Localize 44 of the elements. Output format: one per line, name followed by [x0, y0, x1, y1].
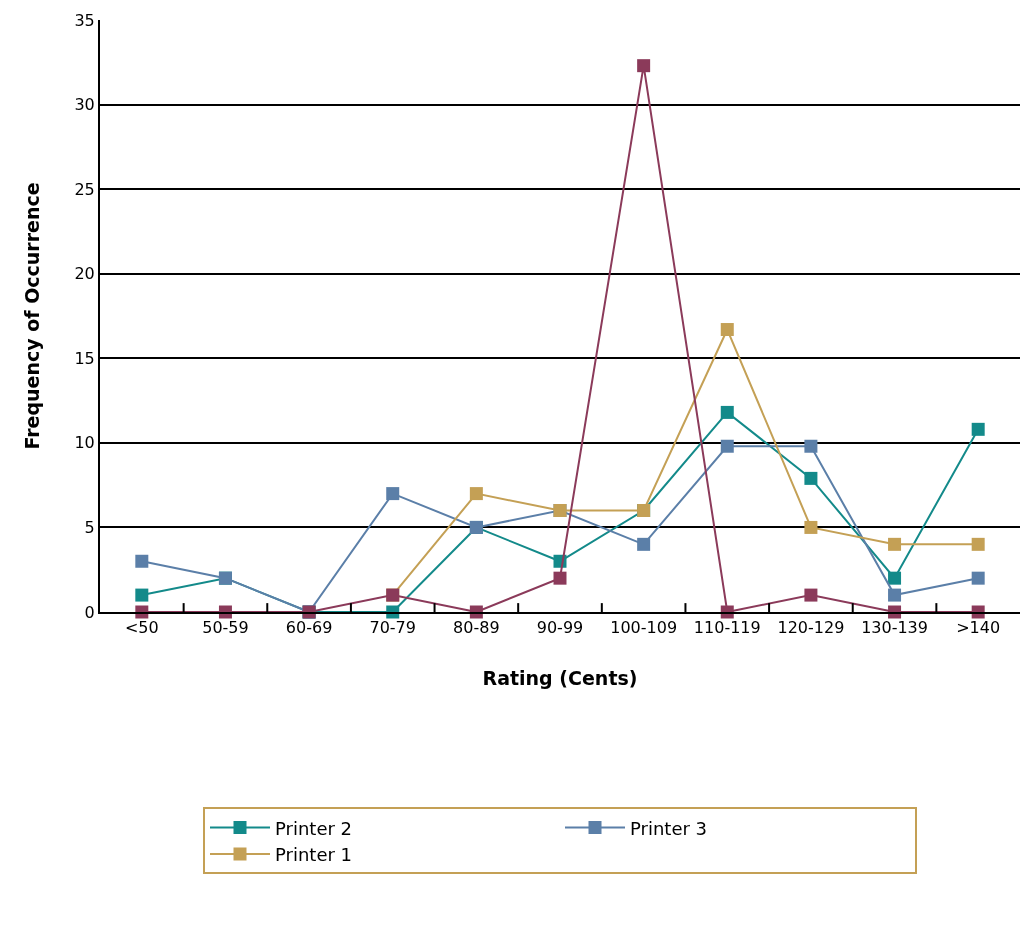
legend-label: Printer 2 — [275, 817, 353, 839]
point — [804, 520, 818, 534]
point — [971, 571, 985, 585]
point — [637, 537, 651, 551]
y-axis-title: Frequency of Occurrence — [20, 182, 43, 450]
x-tick-label: 110-119 — [693, 618, 761, 638]
x-tick-label: 70-79 — [369, 618, 416, 638]
point — [888, 537, 902, 551]
point — [720, 439, 734, 453]
x-tick-label: 60-69 — [285, 618, 333, 638]
point — [637, 59, 651, 73]
point — [386, 487, 400, 501]
point — [804, 439, 818, 453]
x-tick-label: 90-99 — [536, 618, 584, 638]
x-axis-title: Rating (Cents) — [482, 666, 638, 689]
x-tick-label: 100-109 — [610, 618, 678, 638]
y-tick-label: 10 — [74, 433, 95, 453]
x-tick-label: >140 — [956, 618, 1001, 638]
x-tick-label: 50-59 — [202, 618, 249, 638]
y-tick-label: 20 — [74, 264, 95, 284]
point — [888, 571, 902, 585]
point — [720, 405, 734, 419]
x-tick-label: 130-139 — [861, 618, 928, 638]
point — [804, 471, 818, 485]
y-tick-label: 25 — [74, 179, 95, 199]
point — [469, 487, 483, 501]
x-tick-label: 80-89 — [453, 618, 500, 638]
y-tick-label: 35 — [74, 10, 95, 30]
legend-label: Printer 1 — [275, 843, 353, 865]
point — [804, 588, 818, 602]
point — [553, 571, 567, 585]
point — [971, 537, 985, 551]
point — [720, 323, 734, 337]
y-tick-label: 15 — [74, 348, 95, 368]
y-tick-label: 30 — [74, 95, 95, 115]
point — [888, 588, 902, 602]
point — [135, 554, 149, 568]
y-tick-label: 5 — [84, 518, 95, 538]
legend-label: Printer 3 — [630, 817, 708, 839]
y-tick-label: 0 — [84, 602, 95, 622]
point — [971, 422, 985, 436]
point — [135, 588, 149, 602]
x-tick-label: <50 — [124, 618, 159, 638]
x-tick-label: 120-129 — [777, 618, 845, 638]
